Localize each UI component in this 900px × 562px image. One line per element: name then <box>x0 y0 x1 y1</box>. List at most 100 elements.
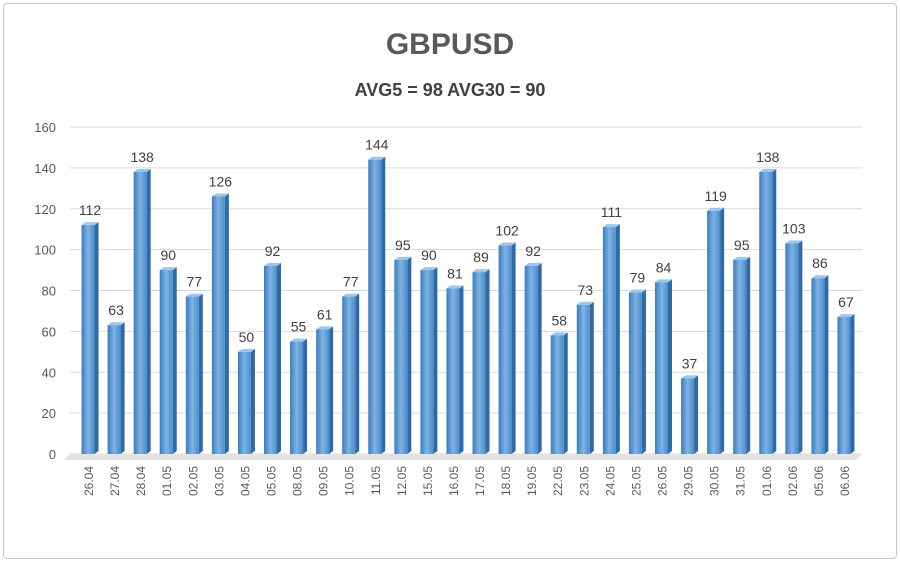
x-tick-label: 03.05 <box>212 466 226 496</box>
data-label: 77 <box>187 274 203 290</box>
floor <box>64 454 862 460</box>
chart-subtitle: AVG5 = 98 AVG30 = 90 <box>354 80 546 100</box>
bar <box>316 329 330 454</box>
bar-side <box>381 156 386 454</box>
bar-top <box>550 332 568 336</box>
x-tick-label: 15.05 <box>421 466 435 496</box>
bar-top <box>316 326 334 330</box>
bar-side <box>485 269 490 454</box>
bar <box>368 159 382 454</box>
bar-side <box>798 240 803 454</box>
bar <box>420 270 434 454</box>
bar-top <box>264 262 281 266</box>
bar <box>759 171 773 454</box>
bar <box>576 304 590 454</box>
bar <box>159 270 173 454</box>
bar-side <box>615 224 620 454</box>
bar-side <box>198 293 203 454</box>
bar-top <box>185 293 203 297</box>
data-label: 112 <box>79 202 102 218</box>
bar <box>264 265 277 454</box>
bar <box>550 335 564 454</box>
data-label: 89 <box>473 249 489 265</box>
bar-side <box>146 168 151 454</box>
x-tick-label: 25.05 <box>629 466 643 496</box>
bar-top <box>342 293 360 297</box>
bar-top <box>837 314 855 318</box>
x-tick-label: 17.05 <box>473 466 487 496</box>
x-tick-label: 06.06 <box>838 466 852 496</box>
bar-side <box>772 168 777 454</box>
y-tick-label: 140 <box>34 161 56 176</box>
y-tick-label: 40 <box>42 365 56 380</box>
data-label: 92 <box>525 243 541 259</box>
data-label: 126 <box>209 173 233 189</box>
x-tick-label: 04.05 <box>238 466 252 496</box>
bar-side <box>537 262 542 454</box>
x-tick-label: 02.06 <box>786 466 800 496</box>
data-label: 50 <box>239 329 255 345</box>
bar <box>733 259 747 454</box>
bar-top <box>707 207 725 211</box>
bar-top <box>628 289 646 293</box>
data-label: 37 <box>682 355 698 371</box>
data-label: 144 <box>365 137 389 153</box>
x-tick-label: 31.05 <box>734 466 748 496</box>
bar <box>446 288 460 454</box>
x-tick-label: 05.06 <box>812 466 826 496</box>
bar <box>342 296 356 454</box>
x-tick-label: 24.05 <box>603 466 617 496</box>
data-label: 95 <box>395 237 411 253</box>
x-tick-label: 05.05 <box>265 466 279 496</box>
bar-side <box>433 267 438 454</box>
bar <box>655 282 668 454</box>
bar-side <box>746 256 751 454</box>
data-label: 84 <box>656 259 672 275</box>
bar-side <box>850 314 855 454</box>
y-tick-label: 80 <box>42 284 56 299</box>
bar-top <box>133 168 151 172</box>
bar-side <box>224 193 229 455</box>
bar-top <box>655 279 672 283</box>
bar <box>498 245 512 454</box>
data-label: 90 <box>421 247 437 263</box>
x-tick-label: 02.05 <box>186 466 200 496</box>
data-label: 73 <box>578 282 594 298</box>
x-tick-label: 22.05 <box>551 466 565 496</box>
bar-top <box>472 269 490 273</box>
bar-top <box>290 338 308 342</box>
bar-side <box>172 267 177 454</box>
bar-side <box>641 289 646 454</box>
data-label: 86 <box>812 255 828 271</box>
bar-side <box>329 326 334 454</box>
bar-side <box>694 375 699 454</box>
bar <box>394 259 408 454</box>
bar-top <box>733 256 751 260</box>
x-tick-label: 16.05 <box>447 466 461 496</box>
data-label: 58 <box>551 312 567 328</box>
bar-top <box>681 375 699 379</box>
data-label: 79 <box>630 270 646 286</box>
x-tick-label: 01.05 <box>160 466 174 496</box>
bar <box>185 296 199 454</box>
x-tick-label: 28.04 <box>134 466 148 496</box>
x-tick-label: 10.05 <box>343 466 357 496</box>
data-label: 55 <box>291 319 307 335</box>
y-tick-label: 100 <box>34 243 56 258</box>
bar-top <box>394 256 412 260</box>
data-label: 90 <box>160 247 176 263</box>
data-label: 138 <box>130 149 154 165</box>
bar-side <box>303 338 308 454</box>
y-tick-label: 60 <box>42 324 56 339</box>
data-label: 92 <box>265 243 281 259</box>
x-tick-label: 26.05 <box>656 466 670 496</box>
bar <box>472 272 486 454</box>
data-label: 81 <box>447 265 463 281</box>
x-tick-label: 29.05 <box>682 466 696 496</box>
x-tick-label: 30.05 <box>708 466 722 496</box>
bar-top <box>524 262 542 266</box>
bar-side <box>407 256 412 454</box>
bar-top <box>237 348 255 352</box>
x-tick-label: 19.05 <box>525 466 539 496</box>
